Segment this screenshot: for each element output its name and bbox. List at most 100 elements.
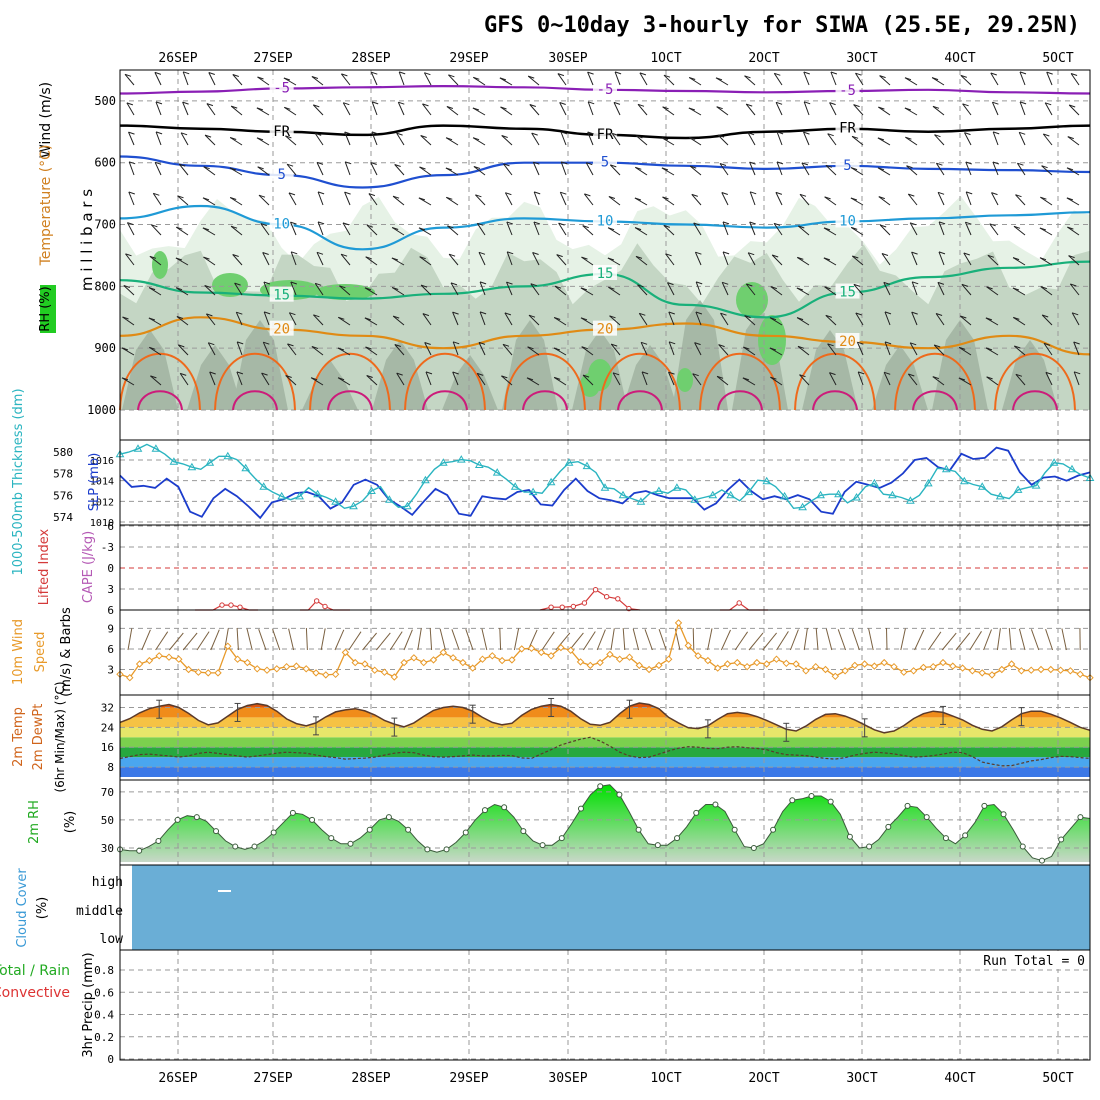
wind-barb-feather [290,281,297,285]
wind-barb-feather [340,253,348,257]
wind-speed-marker [527,644,536,653]
wind-barb [911,281,918,296]
rh2m-panel: 30 50 70 [101,779,1091,866]
wind-speed-marker [772,655,781,663]
temperature-contour-label: 5 [601,155,609,171]
wind-speed-marker [224,642,232,650]
wind-barb [1043,343,1053,356]
wind-speed-marker [322,671,330,679]
wind-barb [716,375,729,386]
wind-barb [446,106,459,116]
wind-barb-feather [148,287,156,291]
wind-barb-feather [394,164,401,167]
wind-speed-marker [753,658,761,667]
wind-barb [366,224,378,236]
wind-speed-marker [684,641,693,650]
wind-speed-marker [841,667,849,675]
wind-barb-feather [528,314,536,318]
y-tick-label: 6 [107,643,114,656]
temp-band [120,717,1090,728]
wind-barb-feather [580,317,588,321]
wind-barb [803,71,810,86]
wind-barb [853,284,864,296]
wind-barb-feather [531,132,538,136]
wind-barb-feather [339,285,346,289]
bottom-date-label: 1OCT [650,1071,681,1086]
wind-barb [206,313,216,326]
wind-barb [204,134,216,146]
wind-barb [965,191,972,206]
rh-marker [846,833,853,840]
rh-marker [808,793,815,800]
wind-barb-feather [479,311,487,315]
wind-barb-feather [526,377,534,381]
rh2m-units-label: (%) [63,811,78,834]
wind-barb-feather [1017,162,1024,166]
temperature-contour-30 [522,390,568,411]
wind-barb [1042,133,1053,146]
wind-barb [799,193,810,206]
rh-marker [962,832,969,839]
wind-barb [1015,373,1026,386]
wind-barb [638,313,648,326]
wind-barb [501,375,513,386]
wind-barb-feather [473,166,481,169]
wind-barb [635,166,648,176]
wind-barb-feather [154,71,162,75]
wind-barb [169,632,184,651]
wind-barb-feather [500,106,507,110]
temp-band [120,737,1090,748]
wind-barb [745,283,756,296]
wind-barb [472,137,486,146]
wind-barb-feather [935,313,943,316]
wind-barb [531,132,540,146]
wind-barb [668,371,675,386]
wind-barb [695,311,702,326]
wind-barb [745,103,756,116]
wind-barb-feather [985,347,993,351]
precip-legend-convective: Convective [0,985,70,1001]
wind-barb-feather [202,197,210,201]
wind-barb [150,375,162,386]
wind-barb [937,192,945,206]
rh-marker [328,835,335,842]
wind-barb [154,72,162,86]
bottom-date-label: 3OCT [846,1071,877,1086]
rh-marker [750,844,757,851]
wind-barb-feather [883,281,890,285]
wind-barb [662,196,675,206]
wind-barb-feather [587,131,594,135]
wind-barb-feather [448,253,456,257]
wind-speed-marker [214,669,222,677]
wind-barb-feather [1068,255,1075,259]
y-tick-label: 24 [101,721,115,734]
wind-barb [229,137,243,146]
wind-barb [668,341,675,356]
wind-barb [288,312,297,326]
wind-barb [825,628,833,651]
below-surface [120,410,1090,440]
thickness-marker [187,462,197,471]
wind-barb [641,371,648,386]
temp2m-units-label: (6hr Min/Max) (°C) [53,681,67,792]
contour-label-bg [593,320,617,336]
panel-frame [119,609,1091,696]
wind-barb-feather [937,191,945,195]
wind-barb [313,314,324,326]
temperature-legend-label: Temperature (°C) [38,145,54,267]
wind-barb [532,161,540,176]
wind-barb [996,628,1001,651]
thickness-marker [169,457,179,465]
thickness-slp-panel: 1010 1012 1014 1016 574 576 578 580 [53,439,1095,529]
wind-barb-feather [775,101,783,105]
wind-speed-marker [821,665,830,674]
wind-barb-feather [263,281,271,285]
wind-barb-feather [419,256,426,260]
rh-marker [885,823,892,830]
rh-marker [174,816,181,823]
wind-barb [403,629,413,651]
bottom-date-label: 28SEP [351,1071,390,1086]
wind-barb [258,629,267,651]
wind-barb-feather [884,341,892,345]
lifted-index-marker [548,604,554,610]
